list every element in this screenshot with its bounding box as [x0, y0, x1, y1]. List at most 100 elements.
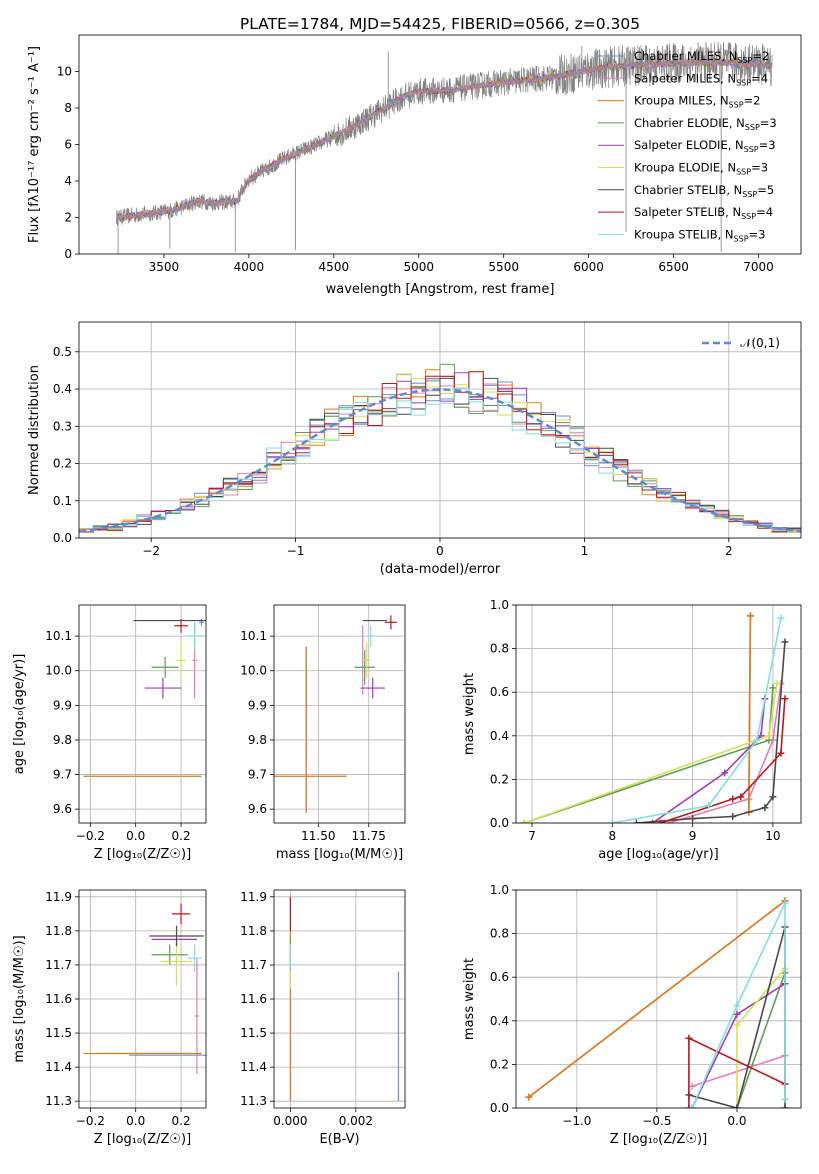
plus-marker: [608, 819, 616, 823]
legend-entry-suffix: =3: [759, 138, 776, 152]
x-tick-label: −2: [142, 544, 160, 558]
legend-entry: Chabrier ELODIE, NSSP=3: [634, 116, 777, 132]
error-bar-point: [176, 643, 186, 678]
y-axis-label: age [log₁₀(age/yr)]: [12, 654, 27, 775]
plus-marker: [685, 1104, 693, 1108]
plus-marker: [520, 819, 528, 823]
y-tick-label: 11.9: [45, 890, 72, 904]
error-bar-point: [151, 656, 179, 678]
x-tick-label: −0.5: [642, 1114, 671, 1128]
y-tick-label: 0.0: [53, 531, 72, 545]
legend-entry-suffix: =4: [756, 205, 773, 219]
plus-marker: [721, 769, 729, 777]
legend-entry: 𝒩(0,1): [740, 336, 780, 350]
axes-frame: [78, 604, 207, 824]
y-tick-label: 0.0: [490, 1101, 509, 1115]
y-axis-label: mass weight: [462, 958, 477, 1040]
y-tick-label: 11.7: [240, 958, 267, 972]
legend-entry-suffix: =5: [757, 183, 774, 197]
y-tick-label: 9.9: [248, 698, 267, 712]
plus-marker: [733, 1002, 741, 1010]
plus-marker: [769, 793, 777, 801]
y-tick-label: 11.8: [240, 924, 267, 938]
legend-entry-suffix: =3: [760, 116, 777, 130]
x-tick-label: 7000: [743, 260, 774, 274]
plus-marker: [737, 793, 745, 801]
y-tick-label: 1.0: [490, 883, 509, 897]
legend-entry-subscript: SSP: [734, 234, 749, 243]
y-tick-label: 10: [57, 65, 72, 79]
legend-entry-suffix: =4: [751, 71, 768, 85]
age-vs-mass-panel: 11.50 11.75 9.6 9.7 9.8 9.9 10.0 10.1 mass [log₁…: [240, 604, 406, 862]
plus-marker: [781, 1095, 789, 1103]
plus-marker: [773, 679, 781, 687]
legend-entry-subscript: SSP: [741, 212, 756, 221]
axes-frame: [273, 889, 406, 1109]
x-tick-label: 5500: [488, 260, 519, 274]
x-tick-label: 0.000: [273, 1114, 307, 1128]
y-tick-label: 0.4: [490, 1014, 509, 1028]
axes-frame: [78, 34, 802, 255]
axes-frame: [78, 321, 802, 539]
histogram-steps: [79, 363, 801, 533]
plot-area: [520, 612, 789, 823]
y-tick-label: 11.9: [240, 890, 267, 904]
plus-marker: [525, 1093, 533, 1101]
plus-marker: [733, 1104, 741, 1108]
y-tick-label: 0.8: [490, 642, 509, 656]
error-bar-point: [360, 677, 385, 699]
legend-entry-subscript: SSP: [742, 190, 757, 199]
y-tick-label: 9.8: [53, 733, 72, 747]
normal-reference-curve: [79, 388, 801, 533]
mass-weight-line: [652, 698, 766, 823]
plus-marker: [729, 812, 737, 820]
x-tick-label: 4000: [234, 260, 265, 274]
age-vs-metallicity-panel: −0.2 0.0 0.2 9.6 9.7 9.8 9.9 10.0 10.1 Z [log₁₀(Z…: [12, 604, 207, 862]
error-bar-point: [144, 677, 182, 699]
plus-marker: [733, 1021, 741, 1029]
y-tick-label: 11.6: [45, 992, 72, 1006]
legend-entry-name: Chabrier MILES, N: [634, 49, 737, 63]
y-tick-label: 6: [64, 138, 72, 152]
y-axis-label: mass [log₁₀(M/M☉)]: [12, 935, 27, 1062]
y-tick-label: 9.6: [248, 802, 267, 816]
x-tick-label: 5000: [403, 260, 434, 274]
mass-weight-line: [691, 1054, 786, 1087]
legend-entry: Chabrier STELIB, NSSP=5: [634, 183, 774, 199]
error-bar-point: [199, 618, 204, 626]
legend-entry-name: Salpeter ELODIE, N: [634, 138, 744, 152]
legend-entry-subscript: SSP: [736, 168, 751, 177]
y-tick-label: 11.4: [240, 1060, 267, 1074]
mass-weight-line: [748, 615, 752, 813]
x-tick-label: 11.50: [301, 829, 335, 843]
y-axis-label: mass weight: [462, 673, 477, 755]
y-tick-label: 0.5: [53, 345, 72, 359]
x-tick-label: −1.0: [562, 1114, 591, 1128]
histogram-steps: [79, 377, 801, 533]
legend-entry-subscript: SSP: [745, 123, 760, 132]
legend-entry-subscript: SSP: [737, 56, 752, 65]
y-tick-label: 10.0: [240, 664, 267, 678]
x-tick-label: 10: [765, 829, 780, 843]
y-tick-label: 9.8: [248, 733, 267, 747]
axes-frame: [515, 889, 802, 1109]
plot-area: [289, 896, 400, 1102]
plus-marker: [733, 1010, 741, 1018]
x-tick-label: 0.0: [727, 1114, 746, 1128]
y-tick-label: 0.6: [490, 970, 509, 984]
x-axis-label: Z [log₁₀(Z/Z☉)]: [610, 1132, 707, 1147]
error-bar-point: [185, 622, 204, 650]
plus-marker: [777, 614, 785, 622]
legend-entry: Salpeter STELIB, NSSP=4: [634, 205, 773, 221]
x-axis-label: (data-model)/error: [380, 562, 501, 577]
x-axis-label: age [log₁₀(age/yr)]: [598, 847, 719, 862]
y-tick-label: 10.1: [45, 629, 72, 643]
x-tick-label: 8: [609, 829, 617, 843]
plus-marker: [777, 749, 785, 757]
y-tick-label: 0.4: [490, 729, 509, 743]
plus-marker: [689, 815, 697, 823]
x-axis-label: mass [log₁₀(M/M☉)]: [276, 847, 403, 862]
x-tick-label: −0.2: [76, 829, 105, 843]
plus-marker: [769, 684, 777, 692]
